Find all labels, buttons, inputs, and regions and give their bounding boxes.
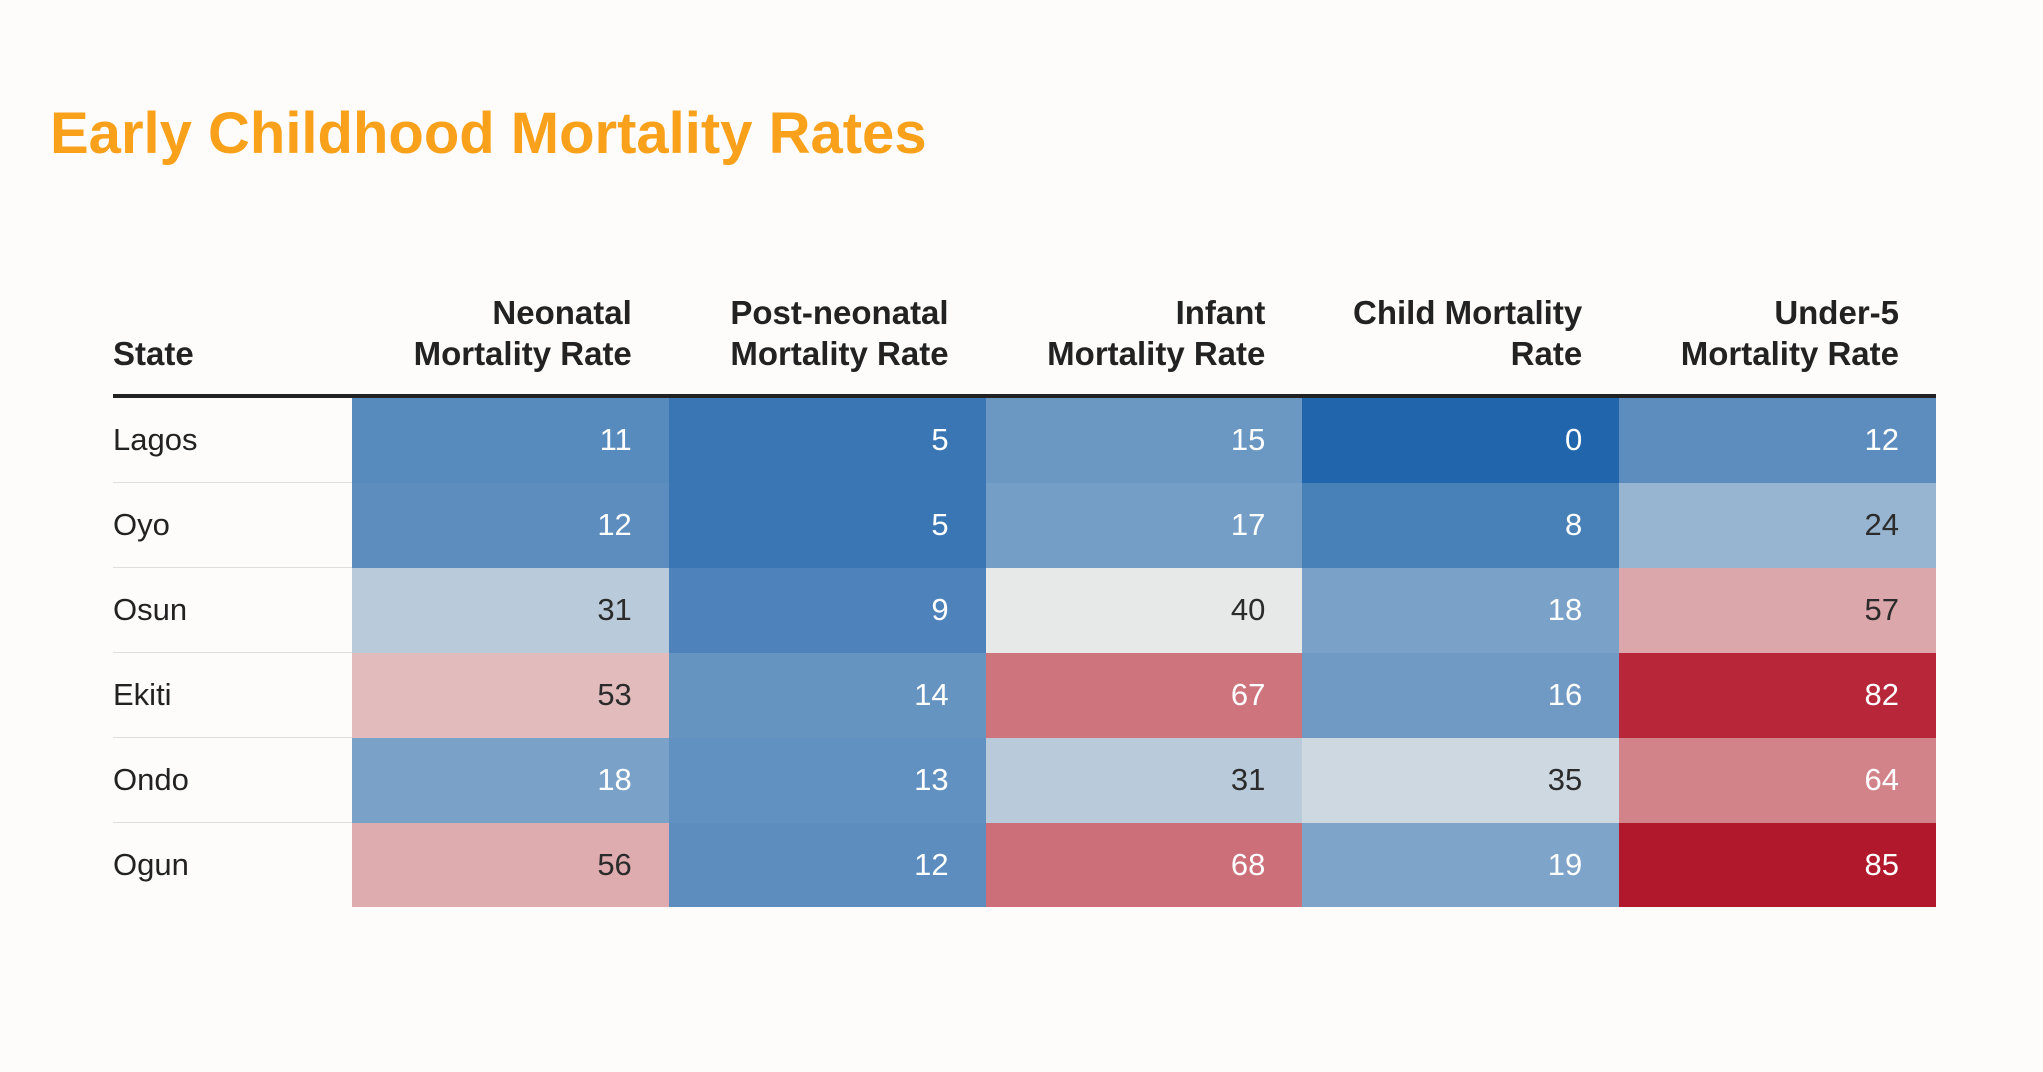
heatmap-cell: 31 — [985, 737, 1303, 823]
heatmap-cell: 67 — [985, 652, 1303, 738]
heatmap-cell: 53 — [352, 652, 669, 738]
column-header-line: Mortality Rate — [730, 335, 949, 372]
column-header-line: Mortality Rate — [413, 335, 632, 372]
heatmap-cell: 85 — [1619, 822, 1936, 907]
table-row: Lagos 11 5 15 0 12 — [113, 396, 1936, 483]
column-header-state: State — [113, 258, 352, 398]
heatmap-cell: 15 — [985, 396, 1303, 483]
page-title: Early Childhood Mortality Rates — [50, 101, 927, 166]
heatmap-cell: 13 — [668, 737, 986, 823]
column-header-child: Child Mortality Rate — [1302, 258, 1620, 398]
heatmap-cell: 9 — [668, 567, 986, 653]
column-header-neonatal: Neonatal Mortality Rate — [352, 258, 669, 398]
column-header-line: Mortality Rate — [1680, 335, 1899, 372]
row-label: Osun — [113, 567, 352, 653]
heatmap-cell: 12 — [1619, 396, 1936, 483]
heatmap-cell: 31 — [352, 567, 669, 653]
row-label: Oyo — [113, 482, 352, 568]
row-label: Ekiti — [113, 652, 352, 738]
column-header-infant: Infant Mortality Rate — [985, 258, 1303, 398]
table-body: Lagos 11 5 15 0 12 Oyo 12 5 17 8 24 Osun 31 9 40 18 57 Eki… — [113, 396, 1936, 907]
heatmap-cell: 56 — [352, 822, 669, 907]
header-row: State Neonatal Mortality Rate Post-neona… — [113, 258, 1936, 398]
column-header-line: Child Mortality — [1353, 294, 1583, 331]
heatmap-cell: 14 — [668, 652, 986, 738]
heatmap-cell: 40 — [985, 567, 1303, 653]
heatmap-cell: 19 — [1302, 822, 1620, 907]
column-header-line: Neonatal — [492, 294, 632, 331]
heatmap-cell: 64 — [1619, 737, 1936, 823]
row-label: Lagos — [113, 396, 352, 483]
column-header-under-5: Under-5 Mortality Rate — [1619, 258, 1936, 398]
table-row: Ekiti 53 14 67 16 82 — [113, 652, 1936, 738]
row-label: Ogun — [113, 847, 189, 882]
column-header-line: State — [113, 335, 194, 372]
heatmap-cell: 68 — [985, 822, 1303, 907]
heatmap-cell: 24 — [1619, 482, 1936, 568]
heatmap-cell: 82 — [1619, 652, 1936, 738]
column-header-line: Rate — [1510, 335, 1583, 372]
column-header-post-neonatal: Post-neonatal Mortality Rate — [668, 258, 986, 398]
heatmap-cell: 18 — [1302, 567, 1620, 653]
heatmap-cell: 18 — [352, 737, 669, 823]
heatmap-cell: 11 — [352, 396, 669, 483]
heatmap-cell: 12 — [668, 822, 986, 907]
heatmap-cell: 35 — [1302, 737, 1620, 823]
table-row: Osun 31 9 40 18 57 — [113, 567, 1936, 653]
column-header-line: Post-neonatal — [730, 294, 949, 331]
heatmap-table: State Neonatal Mortality Rate Post-neona… — [113, 258, 1936, 907]
heatmap-cell: 5 — [668, 482, 986, 568]
row-label: Ondo — [113, 737, 352, 823]
heatmap-cell: 5 — [668, 396, 986, 483]
table-row: Ogun 56 12 68 19 85 — [113, 822, 1936, 907]
heatmap-cell: 57 — [1619, 567, 1936, 653]
heatmap-cell: 8 — [1302, 482, 1620, 568]
heatmap-cell: 16 — [1302, 652, 1620, 738]
column-header-line: Mortality Rate — [1047, 335, 1266, 372]
table-row: Ondo 18 13 31 35 64 — [113, 737, 1936, 823]
heatmap-cell: 0 — [1302, 396, 1620, 483]
column-header-line: Under-5 — [1774, 294, 1899, 331]
heatmap-cell: 12 — [352, 482, 669, 568]
table-row: Oyo 12 5 17 8 24 — [113, 482, 1936, 568]
column-header-line: Infant — [1175, 294, 1266, 331]
heatmap-cell: 17 — [985, 482, 1303, 568]
